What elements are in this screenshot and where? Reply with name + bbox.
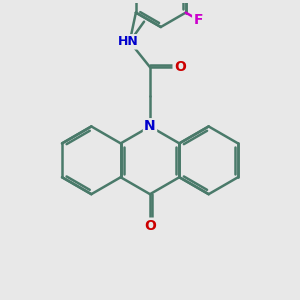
Text: N: N bbox=[144, 119, 156, 134]
Text: HN: HN bbox=[118, 35, 139, 48]
Text: F: F bbox=[194, 13, 203, 27]
Text: O: O bbox=[144, 219, 156, 233]
Text: O: O bbox=[174, 60, 186, 74]
